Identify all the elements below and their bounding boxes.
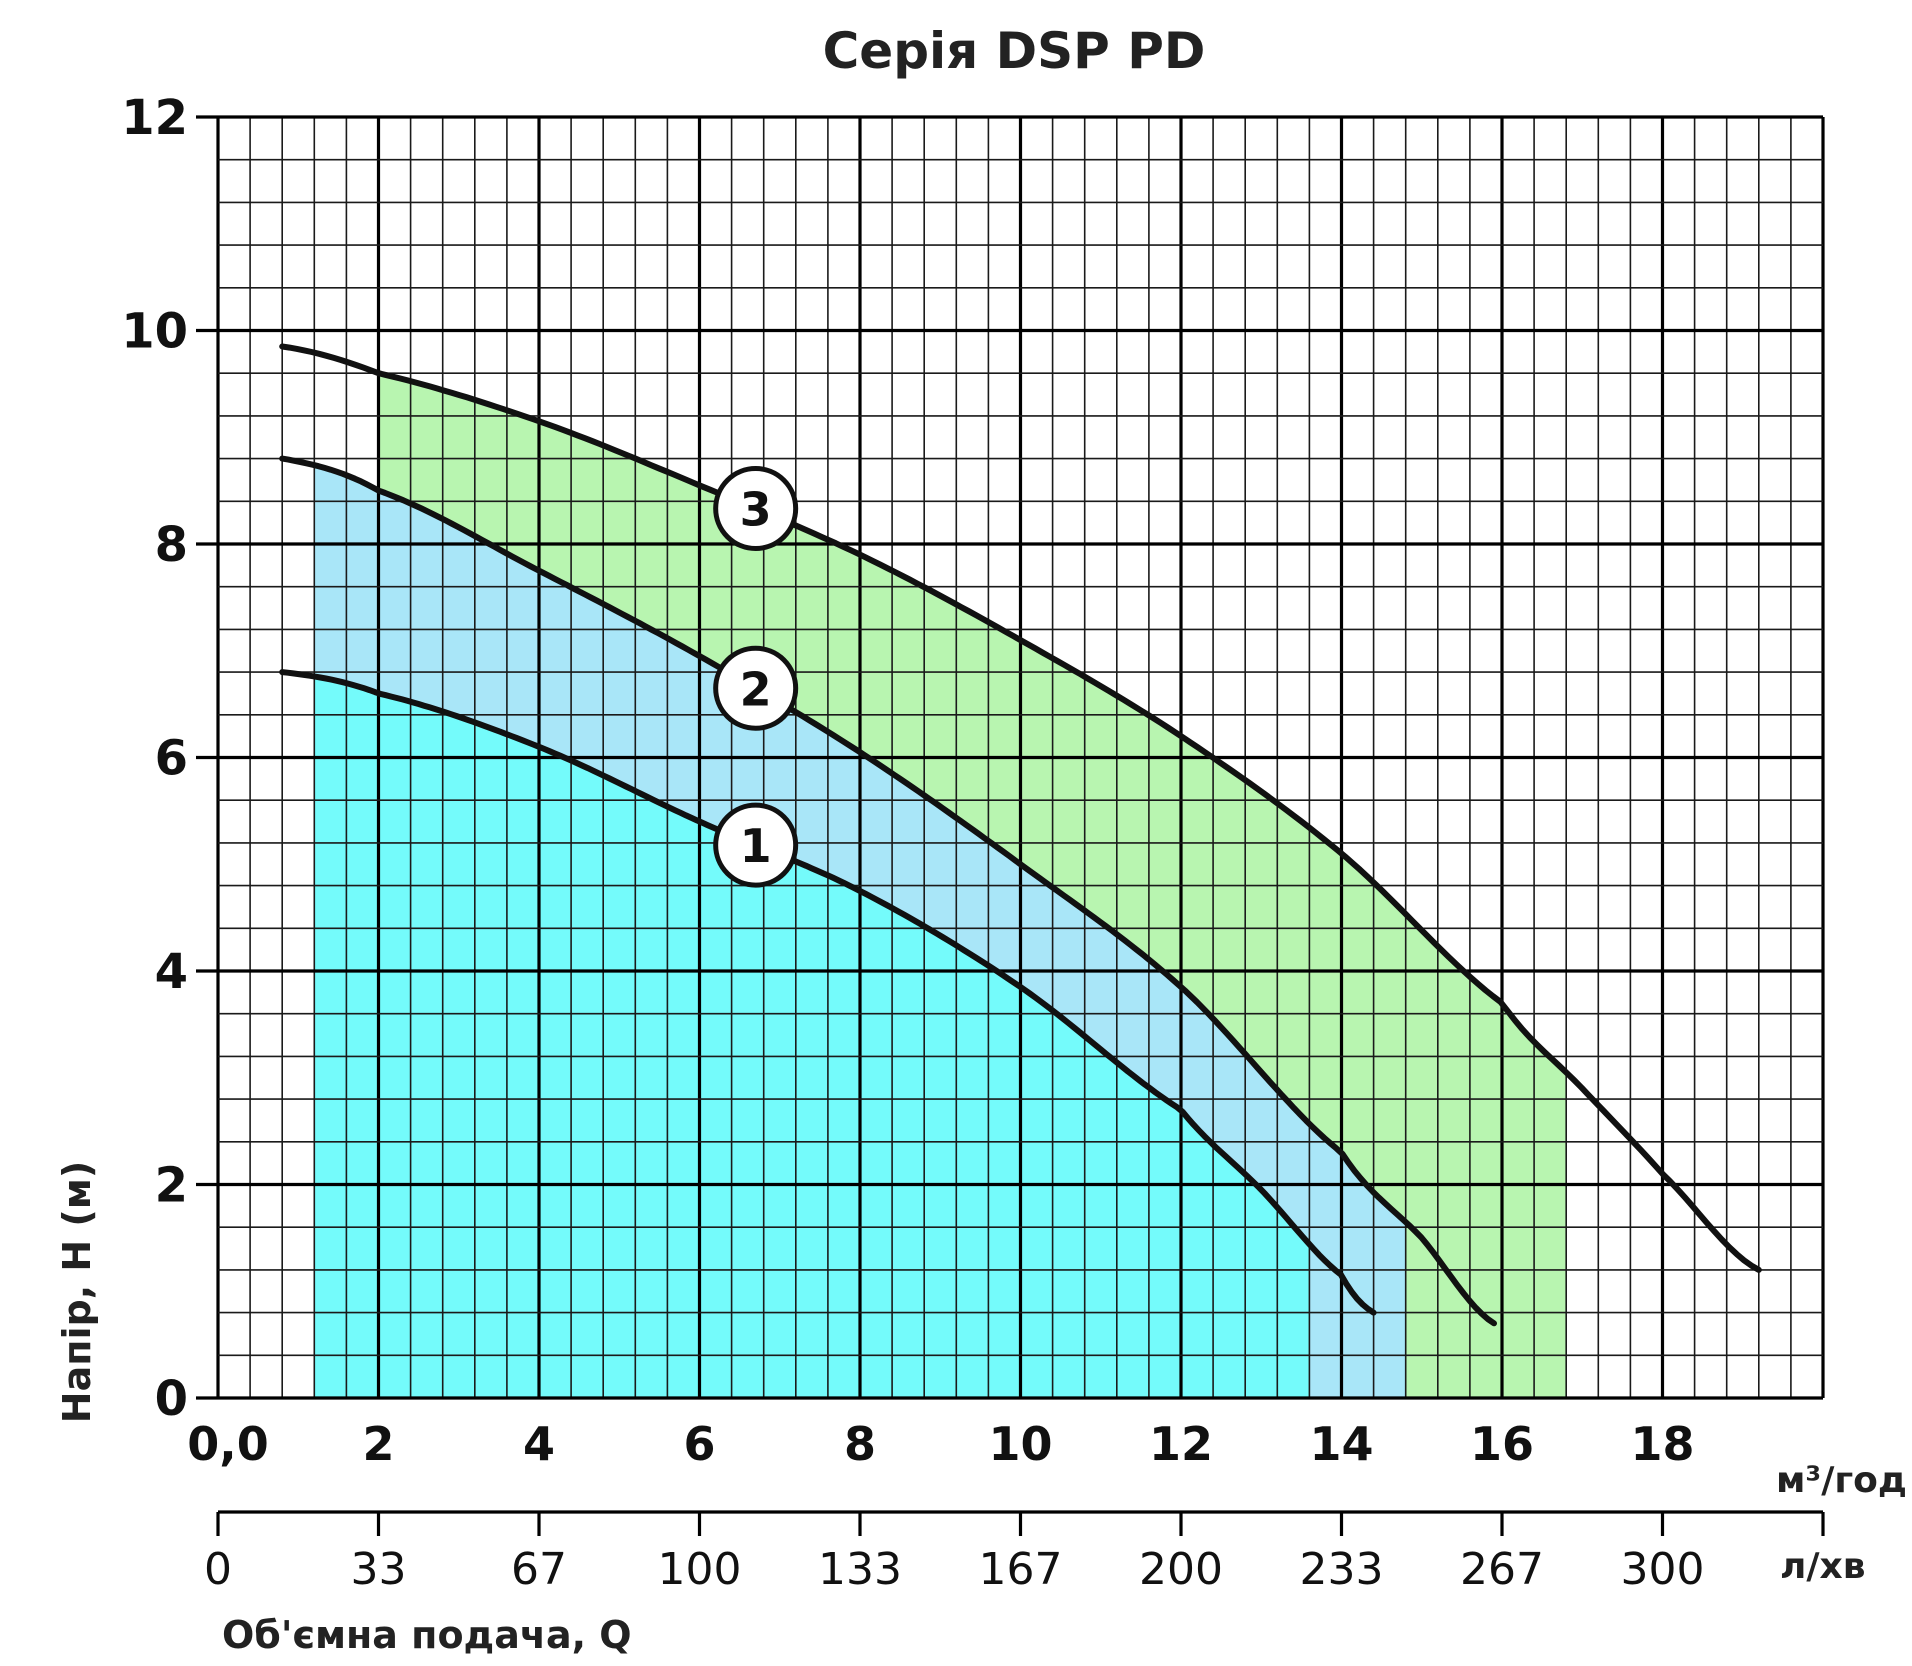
curve-badge-label-2: 2 <box>740 662 772 716</box>
curve-badges: 1 2 3 <box>713 466 799 888</box>
x-tick-label-primary: 12 <box>1149 1417 1213 1471</box>
x-tick-label-primary: 6 <box>683 1417 715 1471</box>
x-tick-label-secondary: 233 <box>1300 1544 1384 1595</box>
x-unit-primary: м³/год <box>1776 1460 1907 1501</box>
x-tick-label-primary: 8 <box>844 1417 876 1471</box>
x-tick-label-secondary: 67 <box>511 1544 567 1595</box>
y-tick-label: 10 <box>121 304 188 360</box>
y-tick-label: 6 <box>155 731 188 787</box>
curve-badge-label-1: 1 <box>740 819 772 873</box>
chart-grid <box>196 115 1825 1400</box>
y-tick-label: 4 <box>155 944 188 1000</box>
x-tick-label-secondary: 267 <box>1460 1544 1544 1595</box>
curve-badge-circle-1 <box>713 802 799 888</box>
y-tick-label: 2 <box>155 1158 188 1214</box>
y-tick-label: 12 <box>121 90 188 146</box>
curve-badge-circle-2 <box>713 645 799 731</box>
y-tick-label: 8 <box>155 517 188 573</box>
x-tick-label-secondary: 300 <box>1621 1544 1705 1595</box>
curve-line-3 <box>279 343 1762 1273</box>
x-tick-label-primary: 10 <box>988 1417 1052 1471</box>
curve-line-1 <box>279 669 1377 1316</box>
x-tick-label-primary: 18 <box>1630 1417 1694 1471</box>
x-tick-label-secondary: 167 <box>979 1544 1063 1595</box>
x-tick-label-primary: 16 <box>1470 1417 1534 1471</box>
curve-line-2 <box>279 455 1497 1327</box>
x-unit-secondary: л/хв <box>1780 1546 1866 1587</box>
y-tick-label: 0 <box>155 1371 188 1427</box>
x-tick-label-primary: 0,0 <box>187 1417 269 1471</box>
x-axis-label: Об'ємна подача, Q <box>222 1613 632 1657</box>
x-tick-label-secondary: 0 <box>204 1544 232 1595</box>
x-tick-label-secondary: 100 <box>658 1544 742 1595</box>
x-tick-label-primary: 14 <box>1309 1417 1373 1471</box>
y-axis-label: Напір, H (м) <box>55 1161 99 1423</box>
x-tick-label-primary: 2 <box>362 1417 394 1471</box>
x-tick-label-secondary: 200 <box>1139 1544 1223 1595</box>
curve-badge-circle-3 <box>713 466 799 552</box>
x-tick-label-secondary: 133 <box>818 1544 902 1595</box>
curve-fill-1 <box>314 676 1310 1398</box>
chart-title: Серія DSP PD <box>823 22 1206 80</box>
performance-curves <box>279 343 1762 1327</box>
x-tick-label-primary: 4 <box>523 1417 555 1471</box>
curve-badge-label-3: 3 <box>740 483 772 537</box>
x-tick-label-secondary: 33 <box>351 1544 407 1595</box>
